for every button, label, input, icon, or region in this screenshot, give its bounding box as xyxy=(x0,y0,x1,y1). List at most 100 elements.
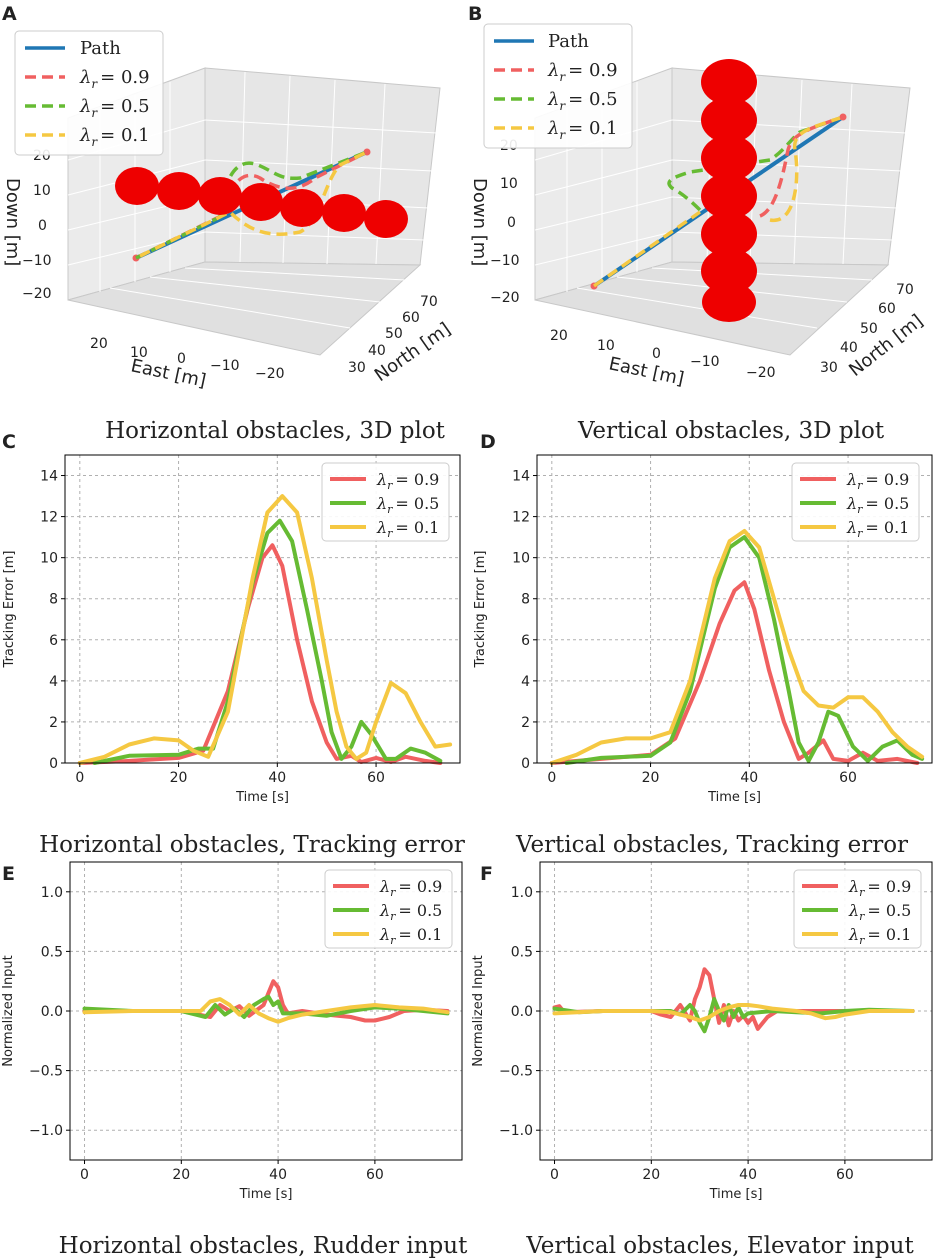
x-tick-label: 60 xyxy=(366,1167,384,1183)
legend: λr = 0.9λr = 0.5λr = 0.1 xyxy=(321,462,450,542)
svg-text:40: 40 xyxy=(368,343,386,359)
x-axis-label: Time [s] xyxy=(239,1187,293,1202)
y-tick-label: 0.5 xyxy=(511,944,533,960)
caption-a: Horizontal obstacles, 3D plot xyxy=(105,418,446,444)
y-tick-label: 0.5 xyxy=(41,944,63,960)
panel-letter-d: D xyxy=(480,431,496,453)
chart-c: C 0 20 40 60 0 2 4 6 8 10 12 14 Time [s] Tracking Erro… xyxy=(2,431,465,858)
y-tick-label: 0.0 xyxy=(511,1004,533,1020)
svg-text:50: 50 xyxy=(385,326,403,342)
x-tick-label: 40 xyxy=(268,770,286,786)
svg-text:0: 0 xyxy=(652,346,661,362)
y-tick-label: 0 xyxy=(49,756,58,772)
x-axis-label: Time [s] xyxy=(235,790,289,805)
legend-path: Path xyxy=(548,31,589,52)
legend: λr = 0.9λr = 0.5λr = 0.1 xyxy=(791,462,920,542)
y-tick-label: 4 xyxy=(49,674,58,690)
legend: Path λr = 0.9 λr = 0.5 λr = 0.1 xyxy=(14,30,164,156)
obstacle xyxy=(701,97,757,143)
panel-letter-e: E xyxy=(2,863,15,885)
y-tick-label: 14 xyxy=(40,469,58,485)
y-tick-label: −1.0 xyxy=(29,1123,63,1139)
obstacle xyxy=(701,59,757,105)
y-tick-label: 10 xyxy=(40,551,58,567)
obstacle xyxy=(702,282,756,322)
series-line-r01 xyxy=(77,494,453,765)
svg-text:0: 0 xyxy=(177,351,186,367)
y-tick-label: 12 xyxy=(40,510,58,526)
obstacle xyxy=(198,177,242,215)
y-tick-label: 10 xyxy=(512,551,530,567)
y-tick-label: 6 xyxy=(49,633,58,649)
legend-entry-r09: λr = 0.9 xyxy=(846,470,909,492)
caption-c: Horizontal obstacles, Tracking error xyxy=(39,832,465,858)
svg-text:−10: −10 xyxy=(490,253,520,269)
trajectory-r09 xyxy=(759,116,841,218)
svg-text:70: 70 xyxy=(420,294,438,310)
svg-text:30: 30 xyxy=(820,360,838,376)
obstacle xyxy=(701,248,757,294)
obstacles xyxy=(115,167,408,238)
obstacle xyxy=(701,211,757,257)
legend-entry-r01: λr = 0.1 xyxy=(846,518,909,540)
series-line-r09 xyxy=(549,580,920,765)
x-tick-label: 40 xyxy=(269,1167,287,1183)
y-tick-label: 8 xyxy=(49,592,58,608)
panel-letter-f: F xyxy=(480,863,493,885)
y-tick-label: −1.0 xyxy=(499,1123,533,1139)
legend-entry-r05: λr = 0.5 xyxy=(376,494,439,516)
y-axis-label: Normalized Input xyxy=(1,955,16,1067)
down-axis-label: Down [m] xyxy=(2,178,23,266)
svg-text:20: 20 xyxy=(90,336,108,352)
svg-text:50: 50 xyxy=(860,321,878,337)
y-tick-label: −0.5 xyxy=(29,1064,63,1080)
y-tick-label: 6 xyxy=(521,633,530,649)
x-tick-label: 20 xyxy=(170,770,188,786)
x-tick-label: 0 xyxy=(550,1167,559,1183)
obstacle xyxy=(322,194,366,232)
caption-e: Horizontal obstacles, Rudder input xyxy=(59,1233,468,1259)
obstacle xyxy=(701,135,757,181)
series-line-r05 xyxy=(564,535,925,765)
x-axis-label: Time [s] xyxy=(707,790,761,805)
y-tick-label: 14 xyxy=(512,469,530,485)
legend-entry-r05: λr = 0.5 xyxy=(848,901,911,923)
svg-text:40: 40 xyxy=(840,340,858,356)
legend-entry-r01: λr = 0.1 xyxy=(379,925,442,947)
plot-frame xyxy=(64,454,461,764)
series-line-r09 xyxy=(82,979,450,1023)
legend-entry-r09: λr = 0.9 xyxy=(379,877,442,899)
chart-f: F 0 20 40 60 −1.0 −0.5 0.0 0.5 1.0 Time [s] Normali… xyxy=(471,861,933,1259)
obstacle xyxy=(157,172,201,210)
svg-text:−10: −10 xyxy=(210,358,240,374)
series-line-r09 xyxy=(77,543,443,765)
legend-entry-r01: λr = 0.1 xyxy=(376,518,439,540)
x-tick-label: 60 xyxy=(367,770,385,786)
legend-entry-r01: λr = 0.1 xyxy=(848,925,911,947)
svg-text:0: 0 xyxy=(38,218,47,234)
panel-b-3d-plot: B 20 10 0 xyxy=(468,3,927,444)
chart-d: D 0 20 40 60 0 2 4 6 8 10 12 14 Time [s] Tracking Erro… xyxy=(473,431,933,858)
x-tick-label: 20 xyxy=(172,1167,190,1183)
svg-text:20: 20 xyxy=(550,328,568,344)
y-tick-label: −0.5 xyxy=(499,1064,533,1080)
legend-entry-r05: λr = 0.5 xyxy=(379,901,442,923)
y-tick-label: 2 xyxy=(49,715,58,731)
svg-text:10: 10 xyxy=(597,338,615,354)
obstacle xyxy=(115,167,159,205)
legend-r01: λr = 0.1 xyxy=(547,118,618,142)
x-tick-label: 60 xyxy=(839,770,857,786)
svg-text:0: 0 xyxy=(507,215,516,231)
y-axis-label: Normalized Input xyxy=(471,955,486,1067)
y-axis-label: Tracking Error [m] xyxy=(473,551,488,669)
y-tick-label: 0.0 xyxy=(41,1004,63,1020)
series-line-r01 xyxy=(552,1003,915,1023)
east-axis-label: East [m] xyxy=(129,355,208,391)
panel-letter-b: B xyxy=(468,3,482,25)
x-tick-label: 0 xyxy=(80,1167,89,1183)
series-line-r01 xyxy=(82,997,450,1024)
trajectory-r01 xyxy=(592,116,841,288)
caption-b: Vertical obstacles, 3D plot xyxy=(577,418,885,444)
caption-f: Vertical obstacles, Elevator input xyxy=(525,1233,914,1259)
legend: λr = 0.9λr = 0.5λr = 0.1 xyxy=(793,869,922,949)
